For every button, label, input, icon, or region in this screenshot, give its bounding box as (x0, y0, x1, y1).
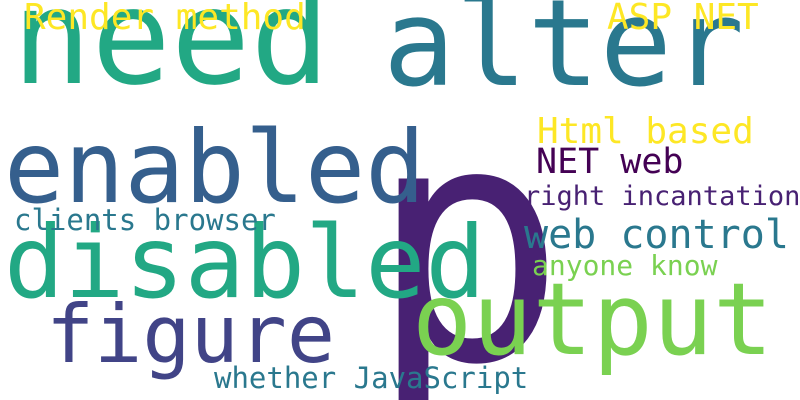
word-alter: alter (383, 0, 745, 114)
word-anyone-know: anyone know (532, 249, 718, 282)
word-need: need (12, 0, 330, 115)
word-whether-javascript: whether JavaScript (214, 361, 529, 395)
word-net-web: NET web (536, 142, 684, 182)
word-figure: figure (46, 288, 335, 381)
word-p: p (368, 53, 567, 400)
word-web-control: web control (524, 212, 789, 258)
word-render-method: Render method (24, 0, 306, 38)
word-html-based: Html based (537, 111, 754, 152)
word-right-incantation: right incantation (524, 181, 800, 212)
word-asp-net: ASP NET (607, 0, 759, 38)
word-disabled: disabled (4, 204, 486, 321)
word-enabled: enabled (4, 109, 426, 226)
word-output: output (412, 261, 774, 378)
word-clients-browser: clients browser (14, 203, 276, 237)
